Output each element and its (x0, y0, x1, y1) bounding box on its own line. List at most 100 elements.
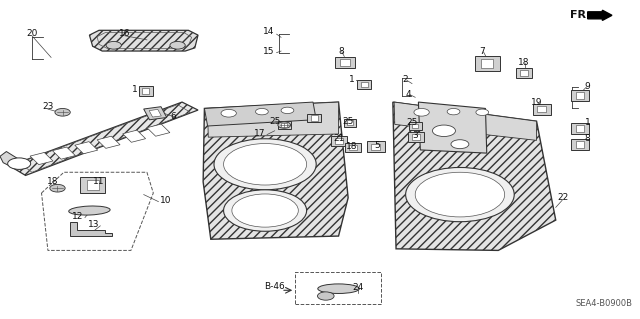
Bar (52, 147, 76, 159)
Bar (357, 80, 371, 89)
Bar (360, 82, 367, 87)
Text: 1: 1 (349, 75, 355, 84)
Bar (413, 134, 420, 140)
Circle shape (278, 122, 291, 128)
Text: 7: 7 (479, 47, 485, 56)
Bar (367, 141, 385, 152)
Polygon shape (90, 30, 198, 51)
Bar (335, 56, 355, 68)
Bar (278, 121, 291, 129)
Circle shape (433, 125, 456, 137)
Polygon shape (0, 152, 19, 166)
Text: 22: 22 (558, 193, 569, 202)
Text: 16: 16 (119, 29, 131, 38)
Text: FR.: FR. (570, 10, 590, 20)
Bar (537, 106, 546, 112)
Bar (30, 152, 53, 165)
Bar (520, 70, 528, 76)
Polygon shape (207, 102, 339, 137)
Text: 11: 11 (93, 177, 105, 186)
Bar (344, 119, 356, 127)
Text: 1: 1 (132, 85, 138, 94)
Bar (408, 132, 424, 142)
Bar (75, 142, 98, 154)
Circle shape (223, 190, 307, 231)
Circle shape (317, 292, 334, 300)
Polygon shape (419, 102, 487, 153)
Text: 20: 20 (26, 29, 38, 38)
Circle shape (447, 108, 460, 115)
Bar (123, 130, 146, 142)
Text: 18: 18 (346, 142, 357, 151)
FancyArrow shape (588, 10, 612, 20)
Bar (575, 141, 584, 147)
Circle shape (232, 194, 298, 227)
Text: 19: 19 (531, 98, 542, 107)
Bar (409, 122, 422, 130)
Bar (81, 177, 105, 193)
Text: 5: 5 (374, 141, 380, 150)
Circle shape (214, 139, 316, 190)
Text: 6: 6 (170, 112, 175, 121)
Text: 4: 4 (406, 90, 412, 99)
Ellipse shape (318, 284, 359, 293)
Bar (349, 145, 356, 150)
Bar (307, 114, 321, 122)
Circle shape (476, 109, 489, 115)
Text: 9: 9 (585, 82, 591, 91)
Text: 10: 10 (160, 197, 171, 205)
Polygon shape (204, 102, 316, 126)
Bar (144, 107, 167, 120)
Circle shape (221, 109, 236, 117)
Text: 25: 25 (342, 117, 354, 126)
Bar (516, 68, 532, 78)
Text: 13: 13 (88, 220, 99, 229)
Circle shape (8, 158, 31, 169)
Text: 15: 15 (263, 47, 275, 56)
Bar (575, 125, 584, 132)
Polygon shape (70, 222, 112, 236)
Bar (571, 122, 589, 134)
Circle shape (406, 167, 514, 222)
Text: 2: 2 (403, 75, 408, 84)
Ellipse shape (68, 206, 110, 215)
Bar (532, 103, 550, 115)
Polygon shape (394, 102, 536, 140)
Circle shape (255, 108, 268, 115)
Bar (142, 88, 149, 94)
Circle shape (281, 107, 294, 114)
Text: SEA4-B0900B: SEA4-B0900B (575, 299, 632, 308)
Text: 18: 18 (47, 177, 58, 186)
Bar (371, 144, 380, 150)
Text: 17: 17 (253, 130, 265, 138)
Polygon shape (393, 102, 556, 250)
Circle shape (170, 41, 185, 49)
Text: 18: 18 (518, 58, 529, 67)
Bar (331, 136, 346, 146)
Text: 23: 23 (42, 102, 54, 111)
Bar (281, 122, 287, 127)
Circle shape (55, 108, 70, 116)
Bar (311, 115, 318, 121)
Text: 14: 14 (263, 27, 275, 36)
Bar (481, 59, 493, 68)
Bar (97, 136, 120, 148)
Bar (147, 124, 170, 136)
Bar (347, 120, 353, 125)
Bar (571, 90, 589, 101)
Bar (412, 123, 419, 128)
Text: 8: 8 (339, 47, 344, 56)
Bar (571, 138, 589, 150)
Text: 3: 3 (412, 131, 418, 140)
Text: 24: 24 (352, 283, 364, 292)
Bar (340, 59, 349, 65)
Text: 12: 12 (72, 212, 83, 221)
Polygon shape (10, 102, 198, 175)
Bar (139, 86, 153, 96)
Bar (335, 138, 342, 144)
Text: 1: 1 (585, 118, 591, 127)
Polygon shape (203, 102, 348, 239)
Bar (149, 109, 161, 117)
Bar (344, 143, 360, 152)
Text: B-46: B-46 (264, 282, 285, 291)
